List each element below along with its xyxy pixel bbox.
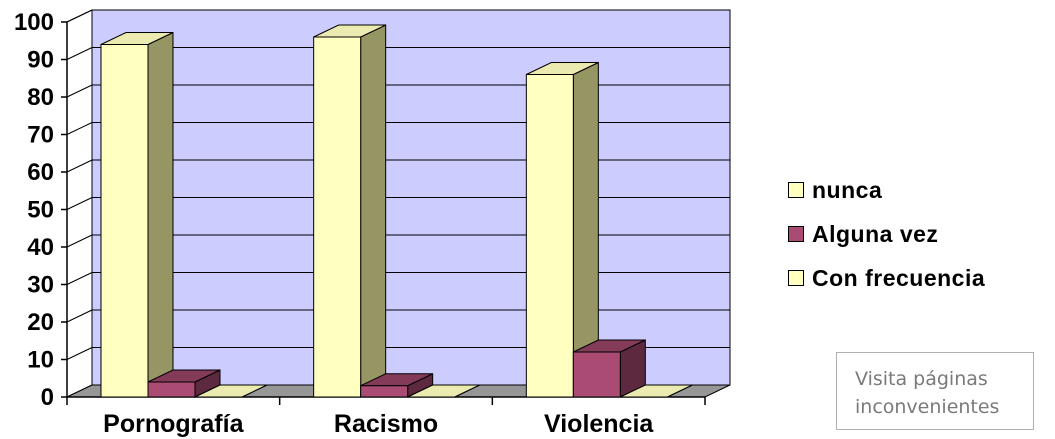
y-tick-label: 90 xyxy=(27,47,54,74)
note-box: Visita páginas inconvenientes xyxy=(836,352,1034,430)
chart-gridlines xyxy=(66,9,730,360)
note-line-1: Visita páginas xyxy=(855,368,988,390)
legend-label-alguna-vez: Alguna vez xyxy=(812,220,939,247)
y-tick-label: 30 xyxy=(27,272,54,299)
gridline-side xyxy=(66,47,93,60)
bar-nunca xyxy=(100,44,149,398)
y-tick-label: 0 xyxy=(41,384,54,411)
legend-item-alguna-vez: Alguna vez xyxy=(788,212,985,256)
gridline-side xyxy=(66,197,93,210)
bar-side-nunca xyxy=(147,31,174,398)
chart-bars xyxy=(100,24,693,398)
x-category-label: Pornografía xyxy=(103,410,244,438)
y-tick-label: 100 xyxy=(14,9,54,36)
legend-label-nunca: nunca xyxy=(812,176,883,203)
legend-swatch-alguna-vez xyxy=(788,226,804,242)
bar-top-con-frecuencia xyxy=(194,384,268,398)
gridline-side xyxy=(66,272,93,285)
bar-nunca xyxy=(313,36,362,398)
gridline-side xyxy=(66,122,93,135)
bar-nunca xyxy=(525,74,574,398)
y-tick-label: 70 xyxy=(27,122,54,149)
y-tick-label: 40 xyxy=(27,234,54,261)
bar-side-nunca xyxy=(360,24,387,398)
y-tick-label: 20 xyxy=(27,309,54,336)
bar-top-con-frecuencia xyxy=(407,384,480,398)
bar-alguna-vez xyxy=(572,351,621,398)
legend-label-con-frecuencia: Con frecuencia xyxy=(812,264,986,291)
x-axis-category-labels: Pornografía Racismo Violencia xyxy=(103,410,654,438)
x-category-label: Violencia xyxy=(544,410,654,438)
legend-item-nunca: nunca xyxy=(788,168,985,212)
bar-top-con-frecuencia xyxy=(620,384,693,398)
legend-swatch-nunca xyxy=(788,182,804,198)
legend-item-con-frecuencia: Con frecuencia xyxy=(788,256,985,300)
gridline-side xyxy=(66,9,93,23)
bar-alguna-vez xyxy=(147,381,196,398)
x-category-label: Racismo xyxy=(334,410,438,438)
y-axis-tick-labels: 0 10 20 30 40 50 60 70 80 90 100 xyxy=(14,9,54,411)
y-tick-label: 80 xyxy=(27,84,54,111)
note-line-2: inconvenientes xyxy=(855,396,1000,418)
gridline-side xyxy=(66,309,93,323)
gridline-side xyxy=(66,84,93,98)
y-tick-label: 10 xyxy=(27,347,54,374)
gridline-side xyxy=(66,347,93,360)
gridline-side xyxy=(66,234,93,248)
gridline-side xyxy=(66,159,93,173)
y-tick-label: 60 xyxy=(27,159,54,186)
bar-alguna-vez xyxy=(360,385,409,398)
legend-swatch-con-frecuencia xyxy=(788,270,804,286)
y-tick-label: 50 xyxy=(27,197,54,224)
chart-legend: nunca Alguna vez Con frecuencia xyxy=(788,168,985,300)
